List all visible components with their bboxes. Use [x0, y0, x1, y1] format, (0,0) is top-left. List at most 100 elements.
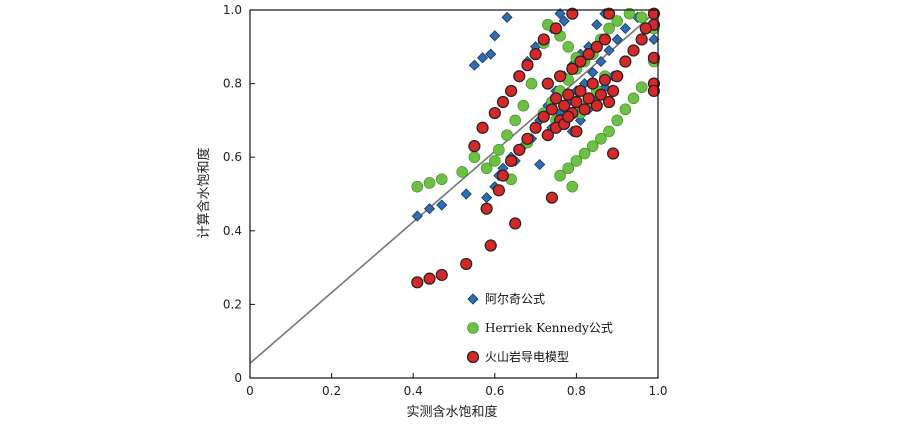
data-point	[566, 7, 579, 20]
data-point	[489, 30, 501, 42]
data-point	[647, 84, 661, 98]
data-point	[619, 22, 631, 34]
data-point	[509, 217, 522, 230]
data-point	[545, 103, 559, 116]
data-point	[603, 125, 615, 138]
data-point	[525, 77, 538, 90]
legend-marker	[467, 322, 479, 334]
data-point	[594, 88, 607, 101]
data-point	[485, 48, 497, 60]
data-point	[595, 133, 607, 145]
data-point	[602, 7, 616, 20]
data-point	[468, 59, 480, 71]
x-tick-label: 0.4	[404, 384, 423, 398]
data-point	[423, 177, 436, 189]
data-point	[562, 40, 575, 53]
data-point	[635, 11, 648, 24]
data-point	[513, 143, 526, 156]
data-point	[590, 99, 603, 112]
data-point	[493, 144, 505, 156]
data-point	[476, 52, 489, 64]
data-point	[505, 154, 518, 167]
data-point	[582, 92, 595, 105]
data-point	[627, 44, 640, 57]
y-tick-label: 0	[234, 371, 242, 385]
y-tick-label: 1.0	[223, 3, 242, 17]
data-point	[603, 22, 615, 35]
data-point	[517, 99, 530, 112]
data-point	[566, 62, 579, 75]
data-point	[549, 22, 563, 35]
data-point	[423, 272, 436, 285]
data-point	[607, 84, 620, 98]
data-point	[496, 95, 510, 109]
axes-layer	[249, 9, 659, 379]
data-point	[603, 44, 615, 57]
data-point	[505, 84, 518, 98]
data-point	[488, 155, 501, 167]
data-point	[590, 40, 603, 53]
y-tick-label: 0.4	[223, 224, 242, 238]
legend-marker	[467, 293, 479, 305]
reference-line	[249, 9, 659, 364]
data-point	[496, 169, 510, 182]
data-point	[598, 73, 612, 87]
legend-item-2: Herriek Kennedy公式	[467, 321, 613, 335]
data-point	[411, 276, 424, 289]
data-point	[534, 158, 546, 171]
data-point	[541, 129, 554, 142]
data-point	[578, 147, 591, 160]
data-point	[460, 188, 472, 200]
data-point	[647, 51, 661, 64]
data-point	[574, 84, 587, 98]
data-point	[488, 106, 501, 120]
series-3-points	[411, 7, 661, 289]
data-point	[468, 140, 481, 153]
data-point	[435, 268, 448, 282]
data-point	[423, 203, 436, 215]
x-tick-label: 0.6	[485, 384, 504, 398]
data-point	[619, 55, 632, 68]
tick-labels-layer: 0 0.2 0.4 0.6 0.8 1.0 0 0.2 0.4 0.6 0.8 1.0	[223, 3, 668, 398]
data-point	[611, 33, 623, 46]
data-point	[591, 19, 603, 31]
data-point	[611, 70, 624, 83]
data-point	[623, 7, 636, 20]
data-point	[436, 199, 448, 211]
data-point	[598, 33, 612, 46]
data-point	[456, 166, 468, 178]
data-point	[521, 59, 534, 72]
data-point	[611, 114, 624, 127]
data-point	[513, 70, 526, 83]
data-point	[627, 92, 640, 105]
y-tick-label: 0.2	[223, 297, 242, 311]
data-point	[411, 210, 423, 222]
data-point	[537, 33, 550, 46]
data-point	[484, 239, 497, 252]
data-point	[602, 95, 616, 109]
data-point	[545, 191, 559, 204]
data-point	[595, 55, 607, 68]
data-point	[541, 77, 554, 90]
legend-item-1: 阿尔奇公式	[467, 291, 545, 306]
plot-frame	[249, 9, 659, 379]
x-tick-label: 0.2	[322, 384, 341, 398]
data-point	[509, 114, 522, 127]
data-point	[562, 110, 575, 123]
data-point	[460, 257, 473, 271]
data-point	[554, 8, 566, 20]
data-point	[562, 162, 575, 175]
data-point	[574, 55, 587, 68]
data-point	[611, 15, 624, 27]
legend-item-3: 火山岩导电模型	[466, 349, 569, 364]
data-point	[570, 125, 583, 138]
data-point	[586, 140, 599, 152]
y-tick-label: 0.8	[223, 77, 242, 91]
x-tick-label: 0	[246, 384, 254, 398]
data-point	[562, 88, 575, 101]
data-point	[639, 22, 652, 35]
data-point	[521, 132, 534, 145]
x-axis-title: 实测含水饱和度	[406, 404, 497, 420]
